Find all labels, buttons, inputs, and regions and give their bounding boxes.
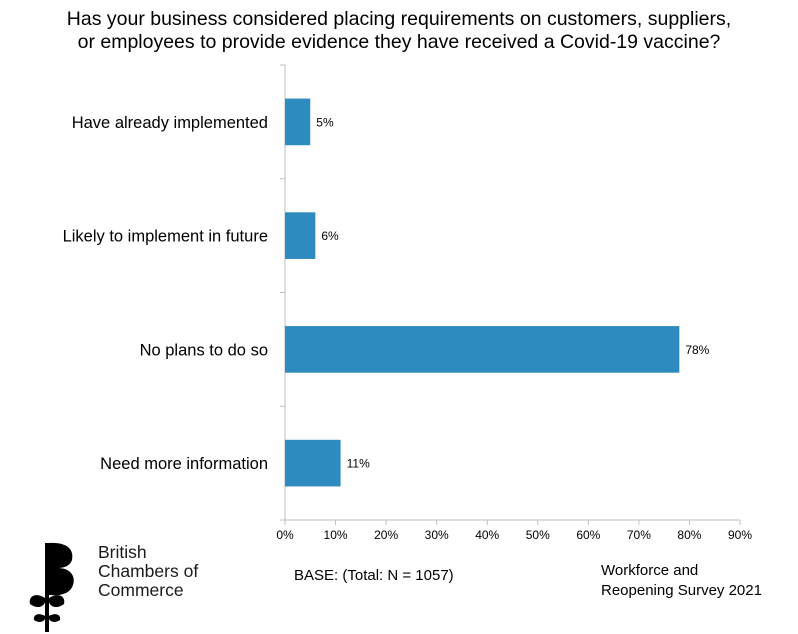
x-tick-label: 60% <box>576 528 600 542</box>
bar <box>285 439 341 487</box>
logo-wordmark: British Chambers of Commerce <box>98 543 198 600</box>
x-tick-label: 40% <box>475 528 499 542</box>
survey-name: Workforce and Reopening Survey 2021 <box>601 561 762 601</box>
x-tick-label: 50% <box>526 528 550 542</box>
logo-line-1: British <box>98 542 147 562</box>
bar <box>285 212 316 259</box>
survey-line-2: Reopening Survey 2021 <box>601 582 762 599</box>
bar <box>285 326 680 373</box>
logo-line-2: Chambers of <box>98 561 199 581</box>
data-label: 11% <box>347 457 370 471</box>
data-label: 6% <box>321 229 339 243</box>
logo-line-3: Commerce <box>98 580 184 600</box>
category-label: Likely to implement in future <box>63 228 268 246</box>
x-tick-label: 0% <box>276 528 294 542</box>
survey-line-1: Workforce and <box>601 562 699 579</box>
x-tick-label: 20% <box>374 528 398 542</box>
bcc-logo-icon <box>29 542 74 632</box>
x-tick-label: 80% <box>677 528 701 542</box>
chart-title: Has your business considered placing req… <box>0 8 798 54</box>
x-tick-label: 30% <box>425 528 449 542</box>
x-tick-label: 90% <box>728 528 752 542</box>
category-label: No plans to do so <box>140 341 268 359</box>
category-label: Have already implemented <box>72 114 268 132</box>
bar <box>285 98 311 146</box>
category-label: Need more information <box>100 455 268 473</box>
data-label: 5% <box>316 115 334 129</box>
base-note: BASE: (Total: N = 1057) <box>294 567 454 584</box>
title-line-2: or employees to provide evidence they ha… <box>77 31 721 53</box>
x-tick-label: 70% <box>627 528 651 542</box>
title-line-1: Has your business considered placing req… <box>66 8 732 30</box>
x-tick-label: 10% <box>324 528 348 542</box>
data-label: 78% <box>685 343 709 357</box>
